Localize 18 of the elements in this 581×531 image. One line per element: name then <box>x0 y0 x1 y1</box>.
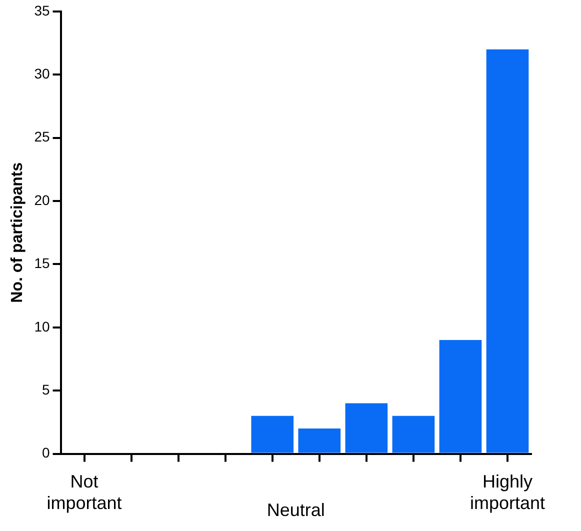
bar <box>439 340 482 453</box>
y-tick-label: 20 <box>34 192 50 208</box>
y-tick-label: 0 <box>42 444 50 461</box>
bar <box>298 428 341 453</box>
y-tick-label: 35 <box>34 2 50 18</box>
bar <box>392 416 435 453</box>
x-tick-label: Not important <box>46 472 122 514</box>
y-tick-label: 15 <box>34 255 50 272</box>
x-tick-label: Highly important <box>470 472 546 514</box>
bar <box>345 403 388 453</box>
y-tick-label: 30 <box>34 65 50 82</box>
text: Neutral <box>266 500 325 520</box>
y-tick-label: 10 <box>34 318 50 334</box>
y-tick-label: 25 <box>34 128 50 145</box>
y-axis-title: No. of participants <box>9 162 26 303</box>
bar <box>251 416 294 453</box>
y-tick-label: 5 <box>42 381 50 398</box>
bar <box>486 49 529 453</box>
